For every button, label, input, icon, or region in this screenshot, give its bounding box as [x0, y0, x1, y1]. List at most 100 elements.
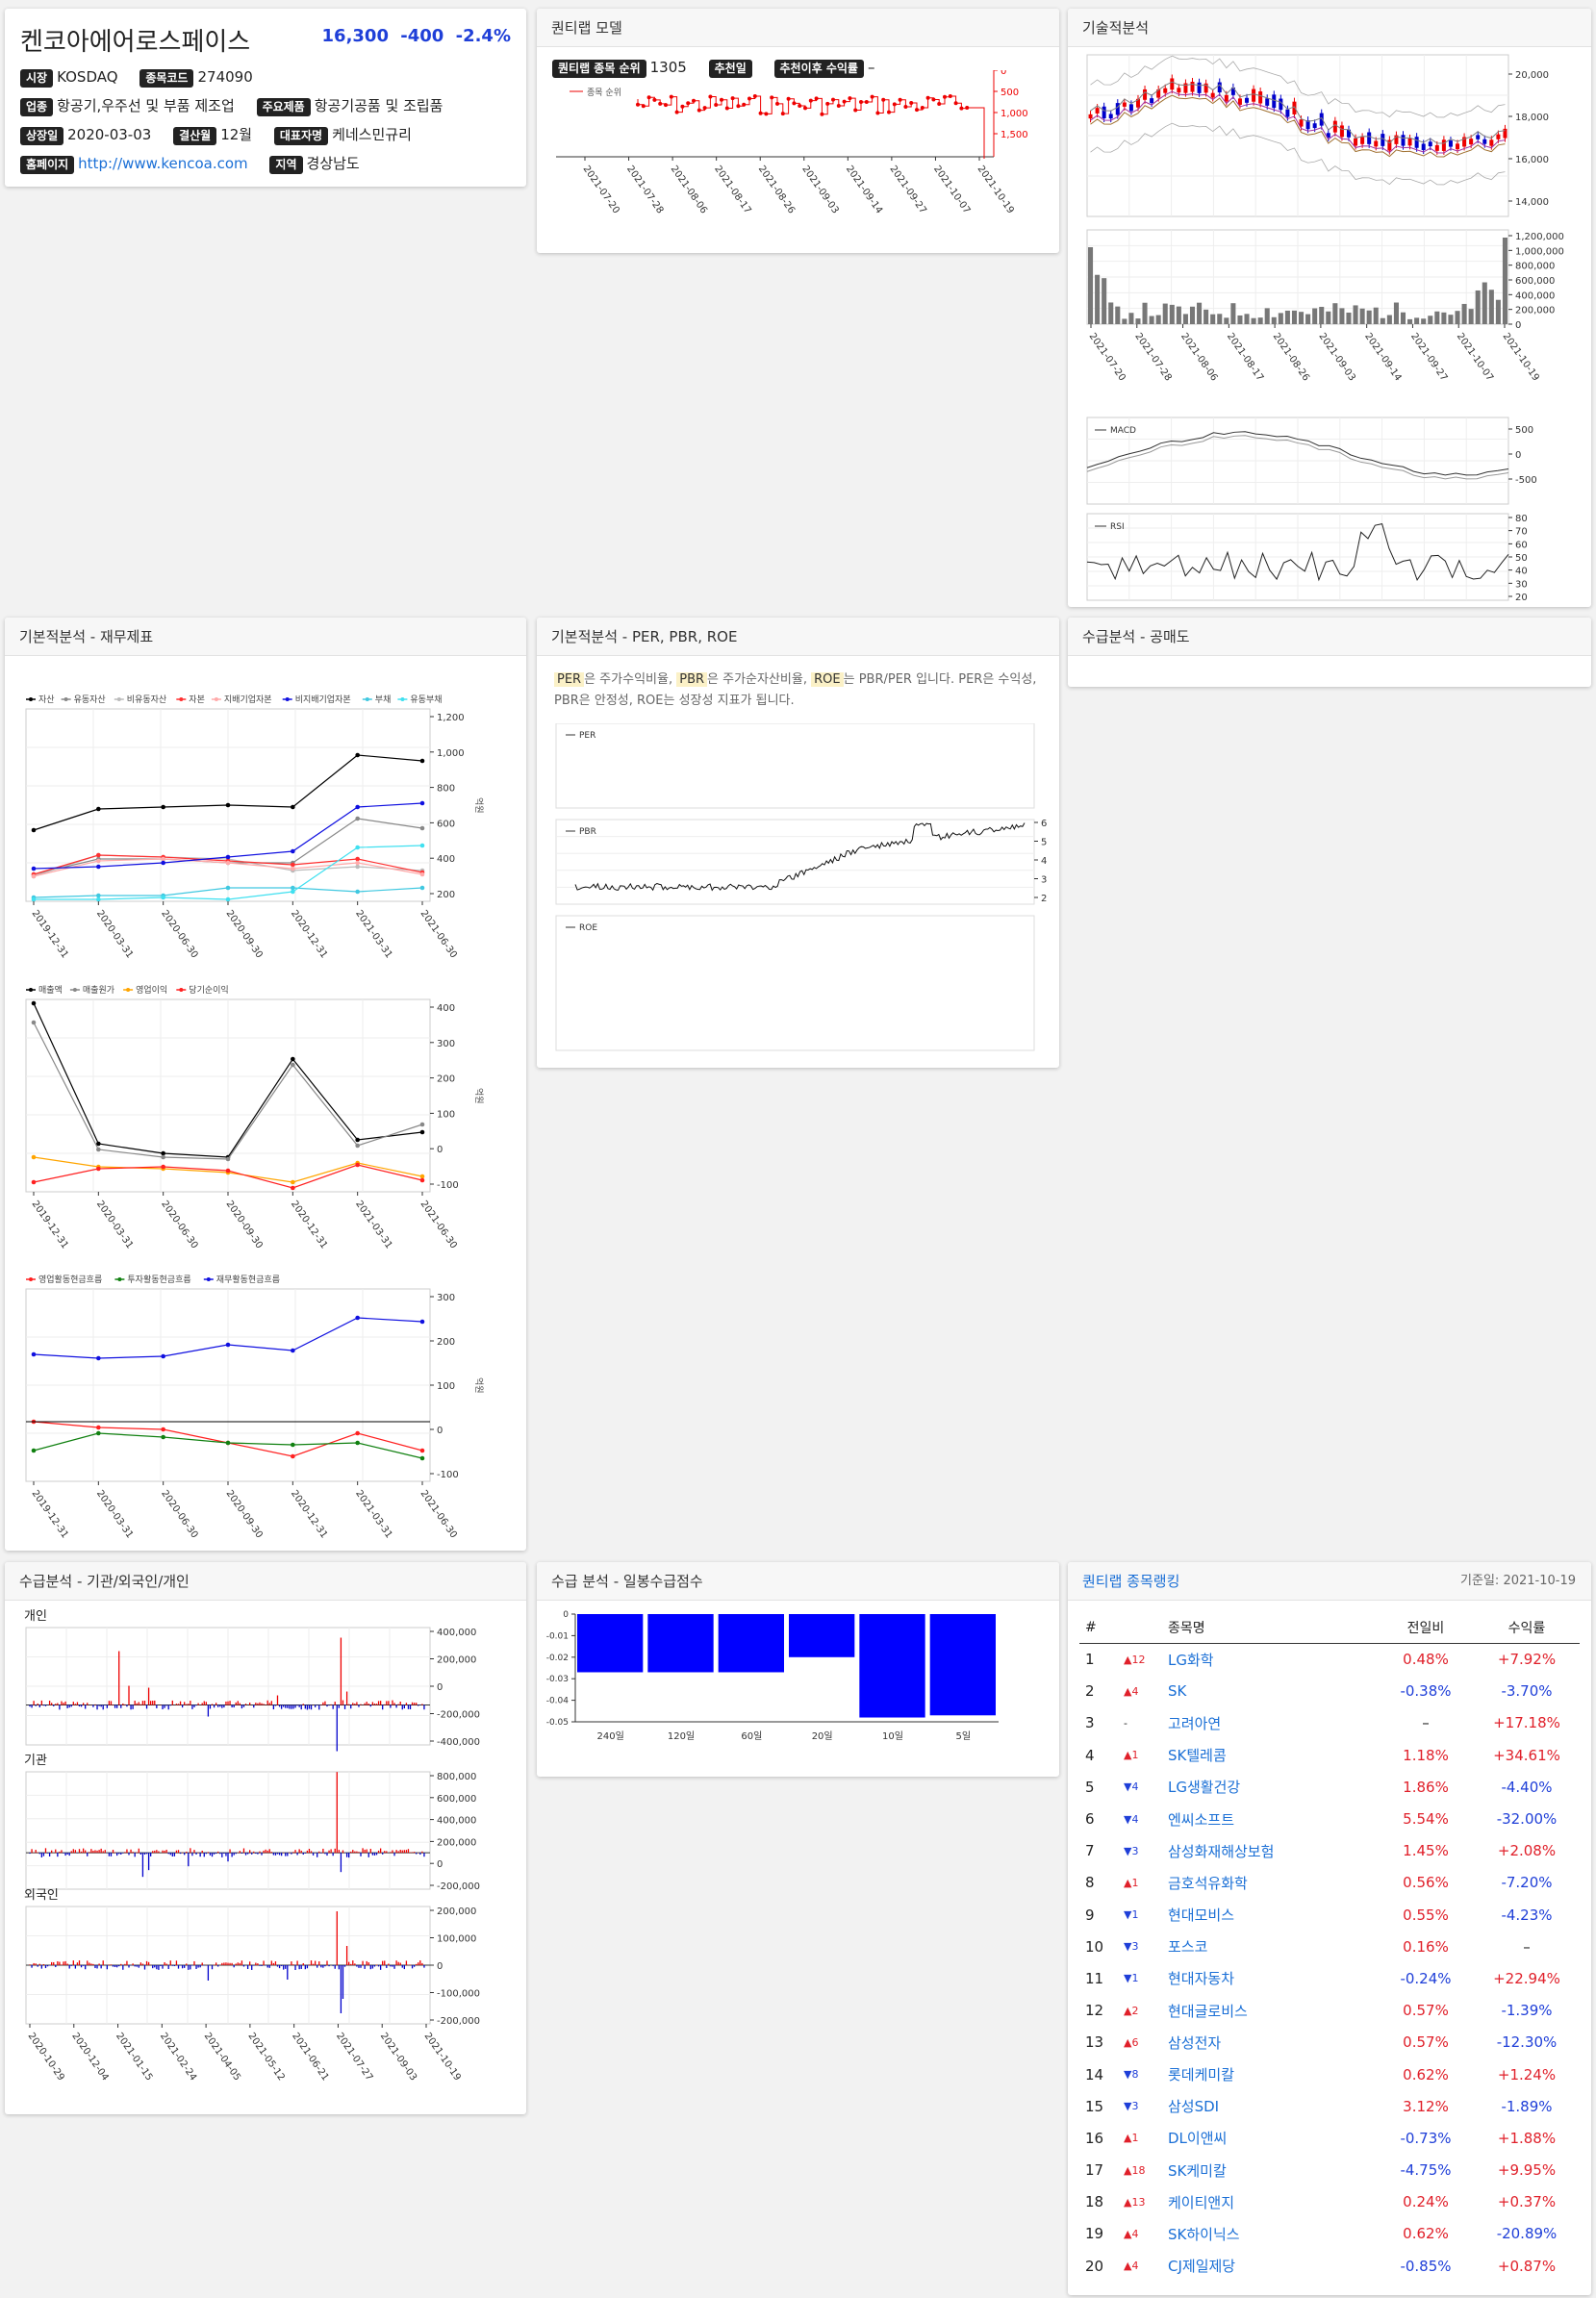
stock-name-link[interactable]: LG화학: [1168, 1651, 1214, 1669]
stock-name-link[interactable]: LG생활건강: [1168, 1779, 1241, 1797]
ranking-row[interactable]: 11 ▼1 현대자동차 -0.24% +22.94%: [1079, 1962, 1580, 1994]
income-statement-point: [225, 1168, 231, 1174]
candle-body: [1197, 82, 1202, 93]
balance-sheet-point: [419, 800, 425, 806]
balance-sheet-point: [161, 895, 165, 900]
tech-x-tick-label: 2021-09-03: [1316, 331, 1356, 383]
ranking-row[interactable]: 7 ▼3 삼성화재해상보험 1.45% +2.08%: [1079, 1835, 1580, 1867]
ranking-row[interactable]: 1 ▲12 LG화학 0.48% +7.92%: [1079, 1644, 1580, 1676]
rank-number: 5: [1085, 1778, 1095, 1796]
rank-move: ▲6: [1124, 2035, 1139, 2049]
quant-y-tick-label: 1,500: [1001, 130, 1028, 140]
score-x-label: 60일: [741, 1730, 762, 1742]
balance-sheet-point: [291, 848, 295, 854]
balance-sheet-legend-label: 지배기업자본: [224, 694, 272, 705]
ranking-row[interactable]: 9 ▼1 현대모비스 0.55% -4.23%: [1079, 1899, 1580, 1931]
ranking-row[interactable]: 13 ▲6 삼성전자 0.57% -12.30%: [1079, 2027, 1580, 2058]
stock-name-link[interactable]: 현대글로비스: [1168, 2002, 1248, 2020]
ranking-row[interactable]: 10 ▼3 포스코 0.16% –: [1079, 1931, 1580, 1962]
tech-macd-y-tick-label: 500: [1515, 425, 1533, 436]
tech-macd-y-tick-label: -500: [1515, 475, 1537, 486]
balance-sheet-point: [291, 885, 295, 891]
daily-change: 3.12%: [1403, 2097, 1449, 2115]
income-statement-legend-label: 당기순이익: [189, 984, 228, 996]
stock-name-link[interactable]: SK하이닉스: [1168, 2225, 1240, 2243]
candle-body: [1272, 94, 1277, 109]
rank-number: 7: [1085, 1842, 1095, 1860]
rsi-line: [1086, 522, 1509, 582]
balance-sheet-point: [419, 825, 425, 831]
stock-name-link[interactable]: 포스코: [1168, 1938, 1208, 1957]
stock-name-link[interactable]: CJ제일제당: [1168, 2258, 1236, 2276]
cash-flow-x-tick-label: 2020-09-30: [224, 1488, 265, 1540]
stock-name-link[interactable]: 엔씨소프트: [1168, 1810, 1235, 1829]
ranking-row[interactable]: 16 ▲1 DL이앤씨 -0.73% +1.88%: [1079, 2122, 1580, 2154]
ranking-row[interactable]: 5 ▼4 LG생활건강 1.86% -4.40%: [1079, 1771, 1580, 1803]
income-statement-point: [96, 1141, 101, 1147]
macd-legend-label: MACD: [1110, 426, 1136, 436]
ranking-row[interactable]: 2 ▲4 SK -0.38% -3.70%: [1079, 1676, 1580, 1707]
daily-change: 0.62%: [1403, 2225, 1449, 2243]
ranking-row[interactable]: 18 ▲13 케이티앤지 0.24% +0.37%: [1079, 2186, 1580, 2218]
stock-name-link[interactable]: 삼성전자: [1168, 2033, 1222, 2052]
stock-name-link[interactable]: SK: [1168, 1682, 1187, 1701]
ranking-row[interactable]: 15 ▼3 삼성SDI 3.12% -1.89%: [1079, 2090, 1580, 2122]
income-statement-unit: 억원: [473, 1088, 485, 1104]
stock-name-link[interactable]: 삼성SDI: [1168, 2098, 1220, 2116]
short-sell-title: 수급분석 - 공매도: [1068, 618, 1591, 656]
balance-sheet-point: [96, 852, 101, 858]
col-rank: #: [1079, 1618, 1118, 1644]
rank-move: ▼1: [1124, 1908, 1139, 1922]
individual-y-tick-label: -400,000: [437, 1737, 480, 1748]
return-rate: +0.37%: [1497, 2193, 1557, 2211]
return-rate: +34.61%: [1493, 1746, 1560, 1764]
balance-sheet-legend-label: 자본: [189, 694, 205, 705]
stock-name-link[interactable]: 케이티앤지: [1168, 2193, 1235, 2211]
ranking-row[interactable]: 12 ▲2 현대글로비스 0.57% -1.39%: [1079, 1995, 1580, 2027]
cash-flow-x-tick-label: 2019-12-31: [30, 1488, 70, 1540]
stock-name-link[interactable]: DL이앤씨: [1168, 2130, 1228, 2148]
income-statement-y-tick-label: -100: [437, 1180, 459, 1191]
candle-body: [1102, 106, 1106, 119]
volume-bar: [1488, 290, 1494, 324]
tech-x-tick-label: 2021-07-20: [1087, 331, 1127, 383]
stock-name-link[interactable]: 삼성화재해상보험: [1168, 1842, 1275, 1860]
stock-name-link[interactable]: SK텔레콤: [1168, 1747, 1227, 1765]
rank-move: ▼3: [1124, 1844, 1139, 1857]
ranking-row[interactable]: 8 ▲1 금호석유화학 0.56% -7.20%: [1079, 1867, 1580, 1899]
balance-sheet-legend-dot: [116, 697, 121, 701]
cash-flow-point: [291, 1453, 295, 1459]
homepage-link[interactable]: http://www.kencoa.com: [78, 155, 248, 172]
stock-name-link[interactable]: 현대모비스: [1168, 1907, 1235, 1925]
stock-name-link[interactable]: 금호석유화학: [1168, 1874, 1248, 1892]
rank-move: ▲18: [1124, 2163, 1146, 2177]
stock-name-link[interactable]: 고려아연: [1168, 1714, 1222, 1732]
product-value: 항공기공품 및 조립품: [314, 97, 443, 114]
pbr-y-tick-label: 5: [1041, 838, 1047, 848]
ranking-row[interactable]: 4 ▲1 SK텔레콤 1.18% +34.61%: [1079, 1739, 1580, 1771]
stock-name-link[interactable]: 현대자동차: [1168, 1970, 1235, 1988]
quant-x-tick-label: 2021-08-26: [756, 164, 797, 215]
ranking-row[interactable]: 14 ▼8 롯데케미칼 0.62% +1.24%: [1079, 2058, 1580, 2090]
balance-sheet-point: [96, 864, 101, 870]
roe-legend-label: ROE: [579, 923, 597, 933]
candle-body: [1143, 88, 1148, 100]
balance-sheet-point: [355, 752, 360, 758]
candle-body: [1245, 97, 1250, 103]
ranking-row[interactable]: 6 ▼4 엔씨소프트 5.54% -32.00%: [1079, 1803, 1580, 1834]
product-label: 주요제품: [256, 98, 311, 116]
stock-name-link[interactable]: SK케미칼: [1168, 2161, 1227, 2180]
candle-body: [1115, 103, 1120, 115]
rank-number: 14: [1085, 2065, 1104, 2083]
ranking-row[interactable]: 17 ▲18 SK케미칼 -4.75% +9.95%: [1079, 2155, 1580, 2186]
stock-name-link[interactable]: 롯데케미칼: [1168, 2066, 1235, 2084]
balance-sheet-y-tick-label: 800: [437, 784, 455, 795]
candle-body: [1496, 134, 1501, 139]
quant-model-card: 퀀티랩 모델 퀀티랩 종목 순위 1305 추천일 추천이후 수익률 – 0 500 1…: [537, 9, 1059, 253]
ranking-row[interactable]: 19 ▲4 SK하이닉스 0.62% -20.89%: [1079, 2218, 1580, 2250]
ranking-row[interactable]: 20 ▲4 CJ제일제당 -0.85% +0.87%: [1079, 2250, 1580, 2282]
ranking-title[interactable]: 퀀티랩 종목랭킹: [1082, 1573, 1180, 1590]
daily-change: 1.18%: [1403, 1746, 1449, 1764]
ranking-row[interactable]: 3 - 고려아연 – +17.18%: [1079, 1707, 1580, 1739]
rank-move: ▼1: [1124, 1972, 1139, 1985]
